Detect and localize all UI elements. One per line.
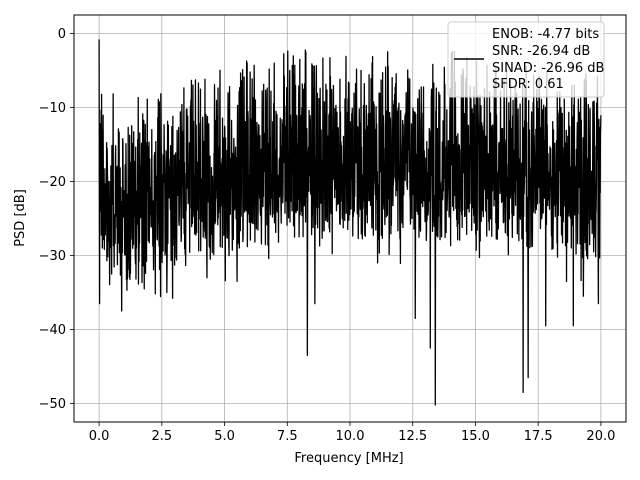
x-axis-label: Frequency [MHz]: [294, 451, 403, 466]
x-tick-label: 15.0: [461, 429, 490, 444]
y-tick-label: −30: [39, 249, 66, 264]
legend-enob: ENOB: -4.77 bits: [492, 27, 599, 42]
legend: ENOB: -4.77 bits SNR: -26.94 dB SINAD: -…: [447, 21, 605, 98]
x-tick-label: 0.0: [89, 429, 110, 444]
y-tick-label: −10: [39, 101, 66, 116]
y-axis-label: PSD [dB]: [13, 189, 28, 247]
y-tick-label: −50: [39, 397, 66, 412]
legend-snr: SNR: -26.94 dB: [492, 44, 590, 59]
x-tick-label: 12.5: [398, 429, 427, 444]
y-tick-label: 0: [58, 27, 66, 42]
y-tick-label: −40: [39, 323, 66, 338]
y-axis-ticks: 0 −10 −20 −30 −40 −50: [39, 27, 74, 412]
psd-series-line: [98, 39, 602, 406]
x-tick-label: 7.5: [277, 429, 298, 444]
x-tick-label: 2.5: [151, 429, 172, 444]
x-axis-ticks: 0.0 2.5 5.0 7.5 10.0 12.5 15.0 17.5 20.0: [89, 422, 615, 444]
psd-trace: [98, 39, 602, 406]
x-tick-label: 5.0: [214, 429, 235, 444]
x-tick-label: 17.5: [524, 429, 553, 444]
y-tick-label: −20: [39, 175, 66, 190]
legend-sfdr: SFDR: 0.61: [492, 77, 564, 92]
legend-sinad: SINAD: -26.96 dB: [492, 61, 604, 76]
x-tick-label: 20.0: [586, 429, 615, 444]
x-tick-label: 10.0: [336, 429, 365, 444]
legend-box: [447, 21, 605, 98]
